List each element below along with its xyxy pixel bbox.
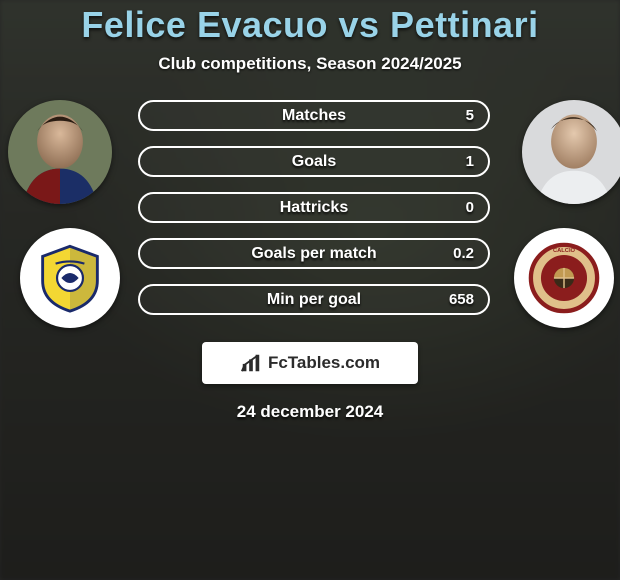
club-badge-right: CALCIO (514, 228, 614, 328)
brand-badge: FcTables.com (202, 342, 418, 384)
stat-value-right: 658 (449, 291, 474, 308)
stat-row-min-per-goal: Min per goal 658 (138, 284, 490, 315)
page-subtitle: Club competitions, Season 2024/2025 (158, 54, 461, 74)
stat-value-right: 5 (466, 107, 474, 124)
avatar-icon (8, 100, 112, 204)
avatar-icon (522, 100, 620, 204)
crest-icon: CALCIO (528, 242, 600, 314)
stat-row-matches: Matches 5 (138, 100, 490, 131)
brand-text: FcTables.com (268, 353, 380, 373)
shield-icon (34, 242, 106, 314)
stat-label: Matches (282, 107, 346, 125)
date-line: 24 december 2024 (237, 402, 384, 422)
stat-label: Goals per match (251, 245, 376, 263)
stat-list: Matches 5 Goals 1 Hattricks 0 Goals per … (138, 100, 490, 315)
stat-value-right: 1 (466, 153, 474, 170)
player-portrait-right (522, 100, 620, 204)
stat-value-right: 0 (466, 199, 474, 216)
stat-row-hattricks: Hattricks 0 (138, 192, 490, 223)
stat-value-right: 0.2 (453, 245, 474, 262)
stat-label: Min per goal (267, 291, 361, 309)
svg-text:CALCIO: CALCIO (553, 248, 576, 254)
player-portrait-left (8, 100, 112, 204)
stat-label: Goals (292, 153, 336, 171)
club-badge-left (20, 228, 120, 328)
comparison-area: CALCIO Matches 5 Goals 1 Hattricks 0 Goa… (0, 100, 620, 332)
bar-chart-icon (240, 352, 262, 374)
stat-row-goals: Goals 1 (138, 146, 490, 177)
stat-label: Hattricks (280, 199, 348, 217)
page-title: Felice Evacuo vs Pettinari (81, 4, 538, 46)
infographic-root: Felice Evacuo vs Pettinari Club competit… (0, 0, 620, 580)
stat-row-goals-per-match: Goals per match 0.2 (138, 238, 490, 269)
